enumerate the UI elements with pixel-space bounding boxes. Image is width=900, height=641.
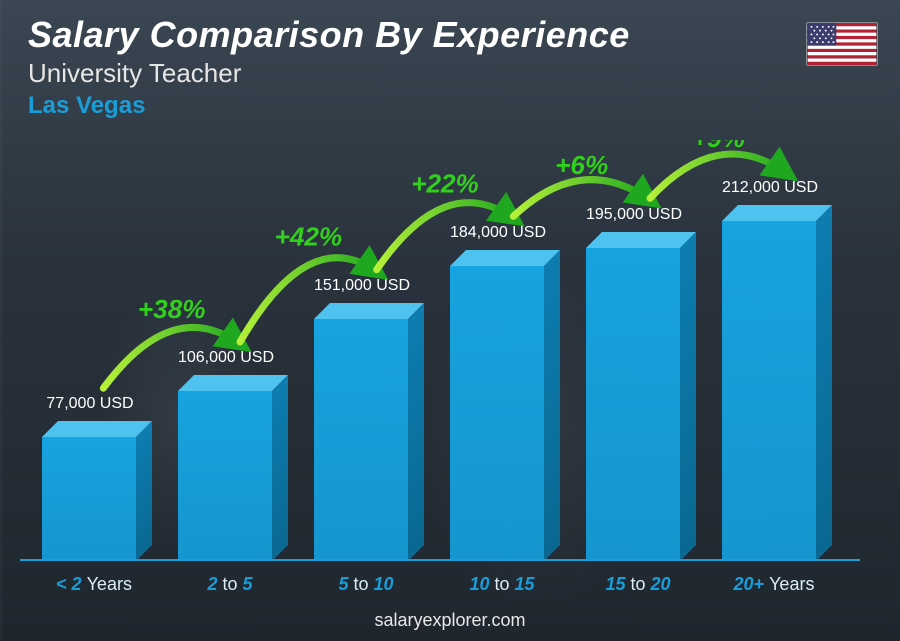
footer-brand: salaryexplorer.com (374, 610, 525, 631)
bar-column (710, 205, 846, 561)
bar-column (302, 303, 438, 561)
bar-chart: 77,000 USD< 2 Years106,000 USD2 to 5151,… (30, 140, 850, 561)
bar-column (30, 421, 166, 561)
category-label: 10 to 15 (432, 574, 572, 595)
category-label: 20+ Years (704, 574, 844, 595)
bar-side-face (272, 375, 288, 561)
bar-front-face (42, 437, 136, 561)
chart-title: Salary Comparison By Experience (28, 14, 630, 56)
category-label: 2 to 5 (160, 574, 300, 595)
bar-top-face (178, 375, 288, 391)
chart-baseline (20, 559, 860, 561)
chart-subtitle: University Teacher (28, 58, 241, 89)
bar-top-face (314, 303, 424, 319)
bar-3d (42, 421, 136, 561)
bar-3d (722, 205, 816, 561)
bar-side-face (408, 303, 424, 561)
bar-column (574, 232, 710, 561)
category-label: < 2 Years (24, 574, 164, 595)
bar-value-label: 212,000 USD (700, 179, 840, 197)
bar-front-face (314, 319, 408, 561)
bar-value-label: 77,000 USD (20, 395, 160, 413)
bar-front-face (178, 391, 272, 561)
bar-value-label: 195,000 USD (564, 206, 704, 224)
bar-top-face (42, 421, 152, 437)
bar-front-face (586, 248, 680, 561)
us-flag-icon (806, 22, 878, 66)
bar-top-face (722, 205, 832, 221)
infographic-stage: Salary Comparison By Experience Universi… (0, 0, 900, 641)
bar-top-face (450, 250, 560, 266)
bar-value-label: 106,000 USD (156, 349, 296, 367)
bar-front-face (450, 266, 544, 561)
category-label: 5 to 10 (296, 574, 436, 595)
bar-side-face (544, 250, 560, 561)
bar-3d (314, 303, 408, 561)
bar-side-face (136, 421, 152, 561)
bar-front-face (722, 221, 816, 561)
bar-side-face (680, 232, 696, 561)
bar-value-label: 184,000 USD (428, 224, 568, 242)
bar-3d (178, 375, 272, 561)
bar-column (438, 250, 574, 561)
bar-column (166, 375, 302, 561)
bar-3d (586, 232, 680, 561)
bar-top-face (586, 232, 696, 248)
bar-3d (450, 250, 544, 561)
bar-side-face (816, 205, 832, 561)
category-label: 15 to 20 (568, 574, 708, 595)
bar-value-label: 151,000 USD (292, 277, 432, 295)
chart-city: Las Vegas (28, 92, 145, 120)
